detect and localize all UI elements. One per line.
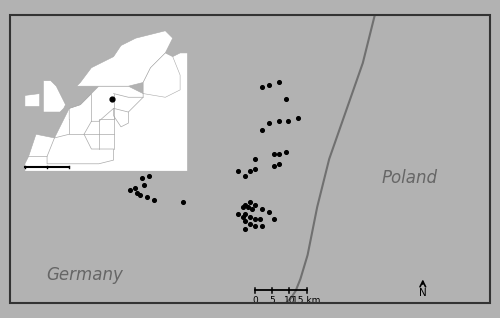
- Polygon shape: [44, 81, 66, 112]
- Point: [140, 183, 148, 188]
- Point: [246, 214, 254, 219]
- Point: [275, 161, 283, 166]
- Point: [258, 224, 266, 229]
- Point: [234, 169, 242, 174]
- Point: [246, 200, 254, 205]
- Point: [251, 156, 259, 162]
- Point: [258, 207, 266, 212]
- Point: [133, 190, 141, 195]
- Point: [136, 192, 143, 197]
- Text: Poland: Poland: [382, 169, 438, 187]
- Text: 15 km: 15 km: [292, 295, 321, 305]
- Point: [270, 217, 278, 222]
- Text: 0: 0: [252, 295, 258, 305]
- Point: [284, 118, 292, 123]
- Point: [143, 195, 151, 200]
- Polygon shape: [143, 53, 180, 97]
- Polygon shape: [76, 31, 172, 86]
- Point: [248, 207, 256, 212]
- Point: [265, 209, 273, 214]
- Point: [241, 173, 249, 178]
- Point: [131, 185, 139, 190]
- Point: [145, 173, 153, 178]
- Point: [241, 212, 249, 217]
- Point: [275, 152, 283, 157]
- Point: [251, 202, 259, 207]
- Point: [251, 224, 259, 229]
- Point: [138, 176, 146, 181]
- Point: [239, 204, 247, 210]
- Point: [282, 96, 290, 101]
- Point: [270, 152, 278, 157]
- Point: [258, 128, 266, 133]
- Point: [234, 212, 242, 217]
- Point: [246, 221, 254, 226]
- Point: [179, 200, 187, 205]
- Point: [275, 118, 283, 123]
- Text: N: N: [419, 288, 426, 298]
- Point: [244, 204, 252, 210]
- Point: [241, 202, 249, 207]
- Point: [251, 217, 259, 222]
- Point: [150, 197, 158, 202]
- Point: [126, 188, 134, 193]
- Point: [251, 166, 259, 171]
- Polygon shape: [25, 93, 40, 107]
- Point: [241, 226, 249, 231]
- Polygon shape: [25, 53, 188, 171]
- Point: [282, 149, 290, 154]
- Point: [265, 82, 273, 87]
- Point: [294, 116, 302, 121]
- Text: 10: 10: [284, 295, 295, 305]
- Point: [270, 164, 278, 169]
- Point: [108, 96, 116, 101]
- Point: [258, 85, 266, 90]
- Text: 5: 5: [269, 295, 275, 305]
- Point: [239, 214, 247, 219]
- Point: [256, 217, 264, 222]
- Point: [246, 169, 254, 174]
- Point: [265, 121, 273, 126]
- Point: [241, 219, 249, 224]
- Point: [275, 80, 283, 85]
- Text: Germany: Germany: [46, 266, 123, 284]
